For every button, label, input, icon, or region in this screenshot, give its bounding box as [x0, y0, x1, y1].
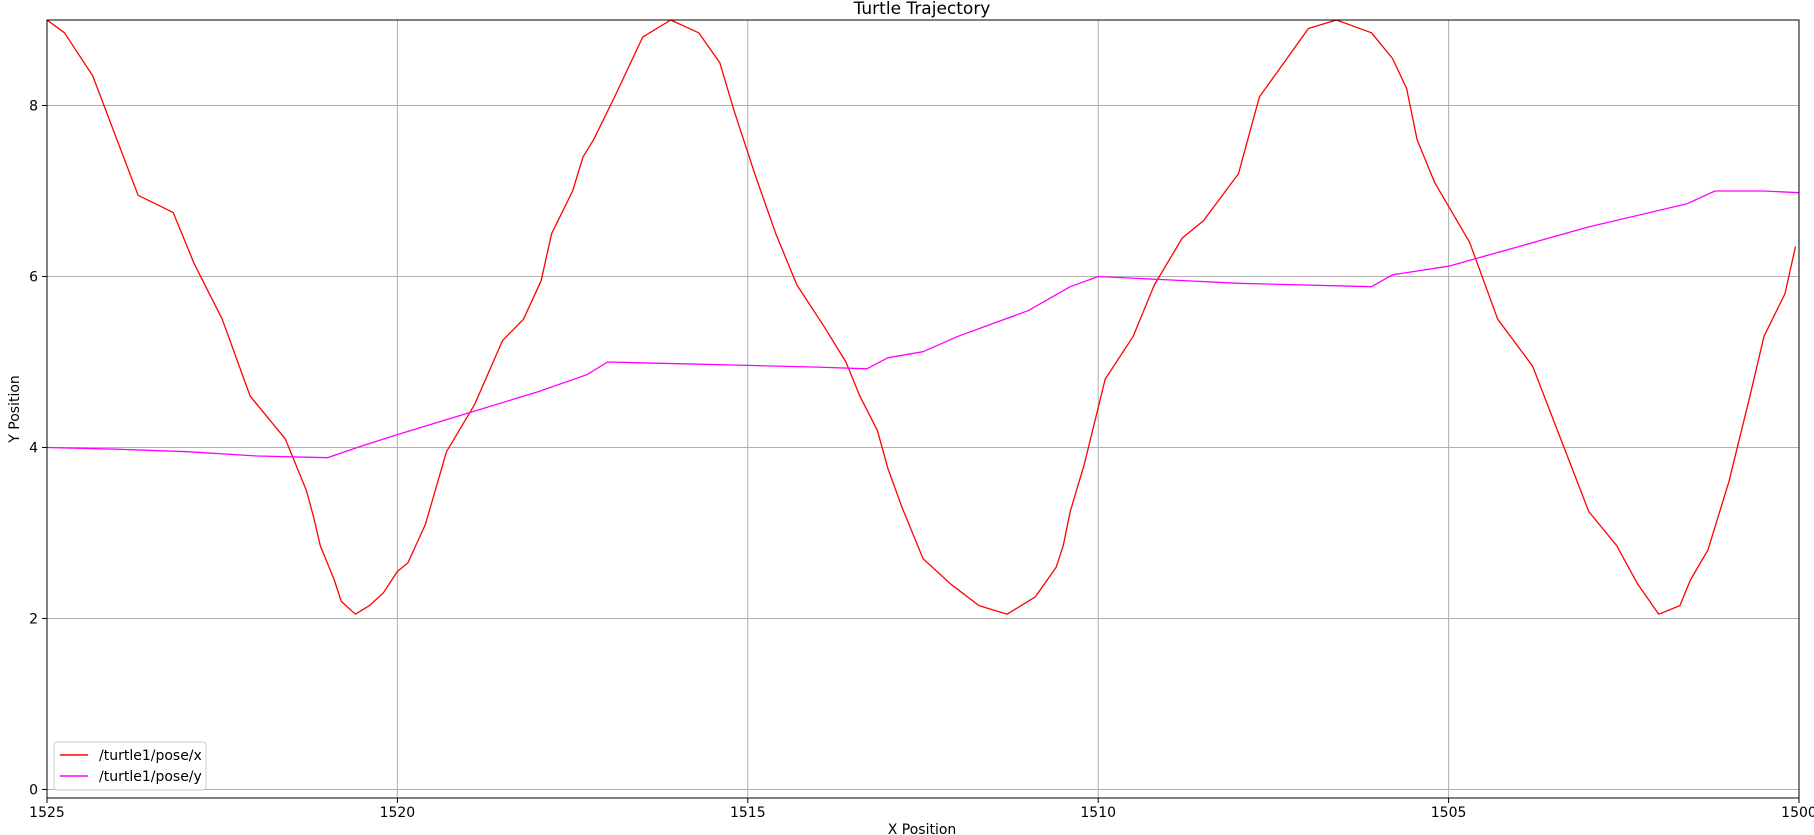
x-axis-label: X Position [888, 822, 957, 835]
y-axis-ticks: 0 2 4 6 8 [29, 98, 47, 798]
y-tick-label: 8 [29, 98, 38, 114]
legend-label: /turtle1/pose/x [99, 748, 202, 764]
x-axis-ticks: 1525 1520 1515 1510 1505 1500 [29, 798, 1814, 821]
x-tick-label: 1510 [1080, 805, 1116, 821]
y-axis-label: Y Position [7, 375, 23, 444]
chart-title: Turtle Trajectory [853, 0, 991, 19]
series-line-1 [46, 19, 1797, 615]
x-tick-label: 1500 [1781, 805, 1814, 821]
legend: /turtle1/pose/x/turtle1/pose/y [53, 741, 207, 791]
x-tick-label: 1520 [380, 805, 416, 821]
legend-label: /turtle1/pose/y [99, 769, 202, 785]
y-tick-label: 6 [29, 269, 38, 285]
x-tick-label: 1515 [730, 805, 766, 821]
x-tick-label: 1525 [29, 805, 65, 821]
plot-frame [46, 19, 1800, 799]
grid-lines [46, 20, 1800, 798]
series-line-2 [46, 190, 1800, 459]
x-tick-label: 1505 [1431, 805, 1467, 821]
y-tick-label: 2 [29, 611, 38, 627]
legend-box [53, 741, 207, 791]
y-tick-label: 0 [29, 782, 38, 798]
y-tick-label: 4 [29, 440, 38, 456]
series-group [46, 19, 1800, 615]
